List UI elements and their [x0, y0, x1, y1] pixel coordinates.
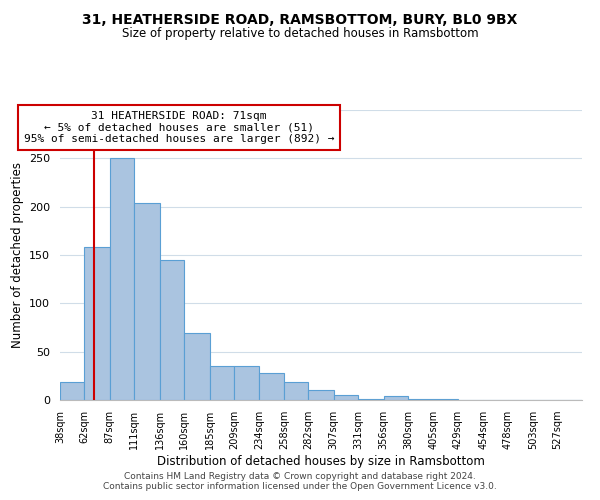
Bar: [184, 334, 209, 400]
X-axis label: Distribution of detached houses by size in Ramsbottom: Distribution of detached houses by size …: [157, 455, 485, 468]
Bar: [60, 382, 85, 400]
Bar: [383, 396, 408, 400]
Bar: [160, 260, 184, 400]
Bar: [209, 366, 234, 400]
Bar: [284, 382, 308, 400]
Text: Size of property relative to detached houses in Ramsbottom: Size of property relative to detached ho…: [122, 28, 478, 40]
Bar: [334, 395, 358, 400]
Bar: [85, 248, 110, 400]
Bar: [110, 158, 134, 400]
Bar: [308, 390, 334, 400]
Text: 31 HEATHERSIDE ROAD: 71sqm
← 5% of detached houses are smaller (51)
95% of semi-: 31 HEATHERSIDE ROAD: 71sqm ← 5% of detac…: [24, 111, 334, 144]
Bar: [259, 373, 284, 400]
Bar: [358, 399, 383, 400]
Text: Contains public sector information licensed under the Open Government Licence v3: Contains public sector information licen…: [103, 482, 497, 491]
Text: 31, HEATHERSIDE ROAD, RAMSBOTTOM, BURY, BL0 9BX: 31, HEATHERSIDE ROAD, RAMSBOTTOM, BURY, …: [82, 12, 518, 26]
Bar: [433, 399, 458, 400]
Bar: [234, 366, 259, 400]
Bar: [134, 203, 160, 400]
Text: Contains HM Land Registry data © Crown copyright and database right 2024.: Contains HM Land Registry data © Crown c…: [124, 472, 476, 481]
Bar: [408, 399, 433, 400]
Y-axis label: Number of detached properties: Number of detached properties: [11, 162, 23, 348]
